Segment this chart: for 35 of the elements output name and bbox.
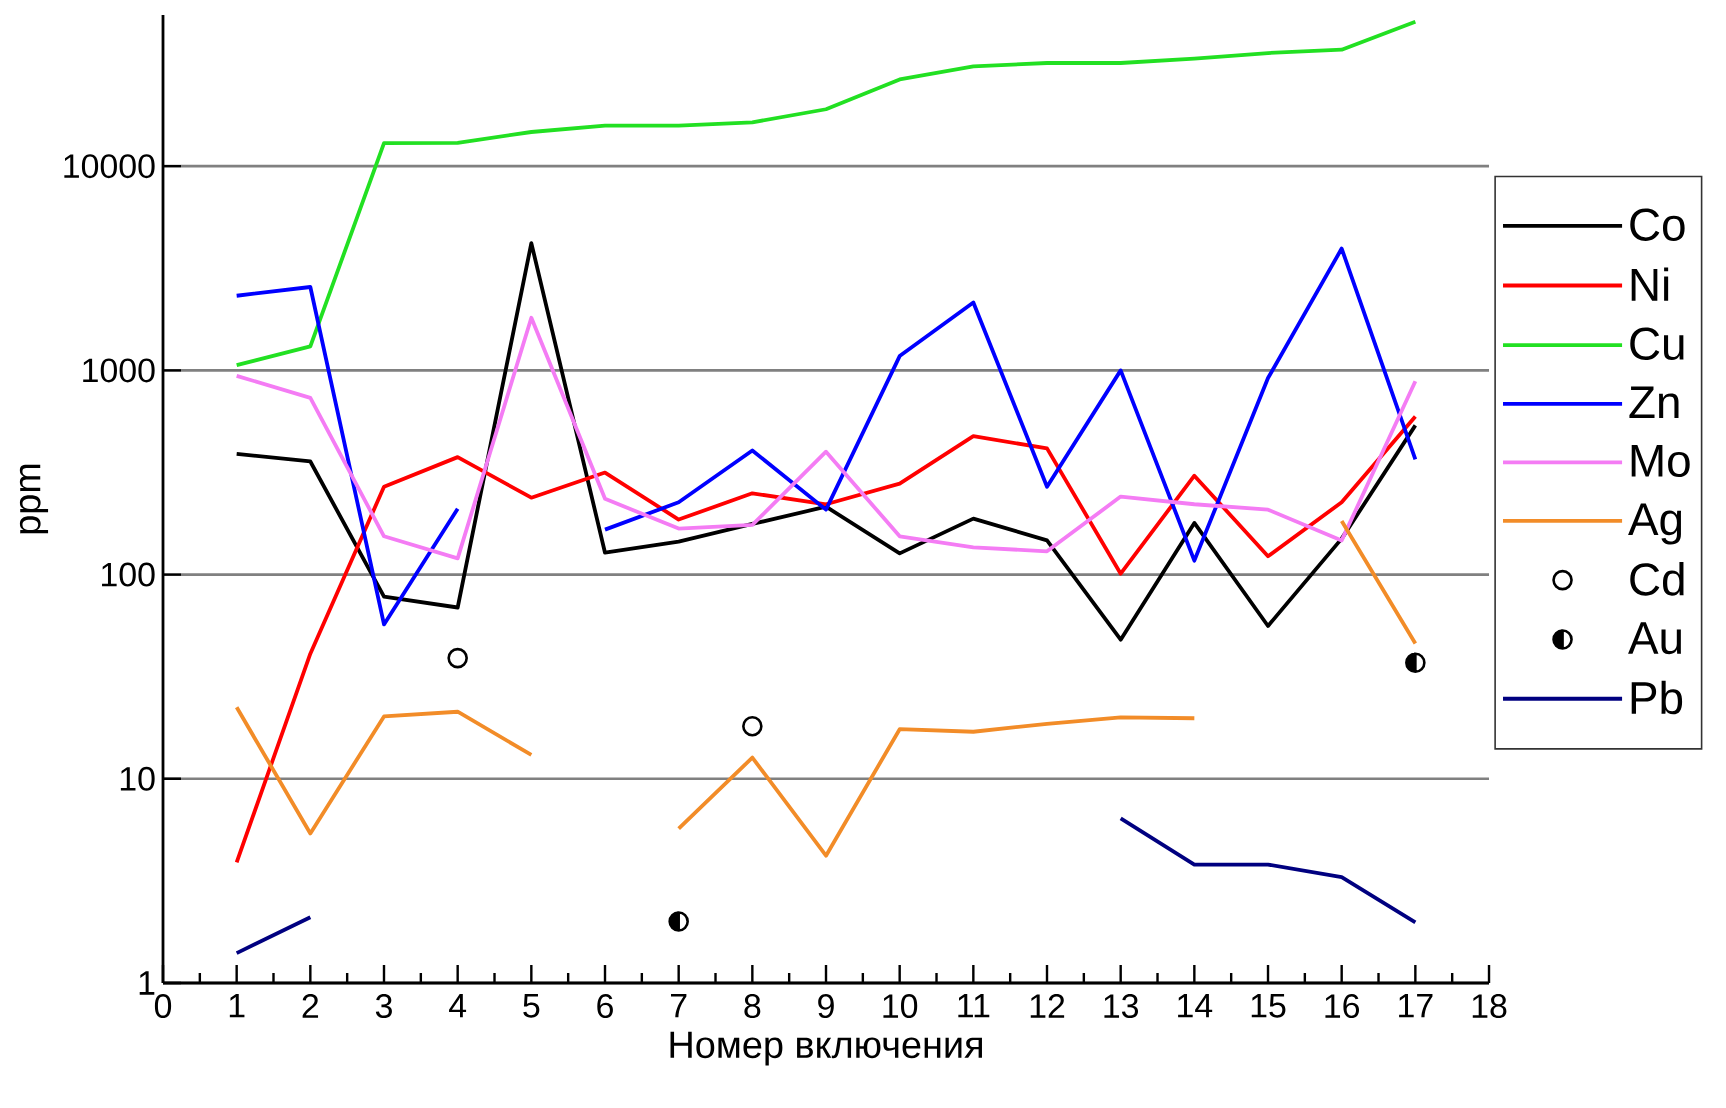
y-tick-label: 10000 [64,154,155,179]
legend-label: Mo [1631,445,1690,477]
y-tick-label: 1 [139,971,155,995]
legend-label: Co [1630,208,1685,241]
x-tick-label: 5 [523,994,540,1018]
x-tick-label: 4 [449,994,467,1018]
x-tick-label: 9 [818,994,834,1019]
y-tick-label: 1000 [83,358,155,383]
x-tick-label: 18 [1472,994,1507,1019]
x-tick-label: 6 [597,994,613,1019]
x-tick-label: 15 [1251,994,1286,1018]
legend-label: Pb [1631,680,1683,715]
x-tick-label: 8 [744,994,761,1019]
x-tick-label: 1 [229,994,245,1018]
x-tick-label: 10 [883,994,918,1019]
y-tick-label: 100 [102,562,155,587]
y-tick-label: 10 [120,766,155,791]
x-tick-label: 13 [1104,994,1139,1019]
x-tick-label: 3 [375,994,392,1019]
x-tick-label: 16 [1325,994,1360,1019]
x-axis-title: Номер включения [670,1031,982,1066]
legend-label: Ni [1631,267,1669,301]
x-tick-label: 7 [671,994,687,1018]
legend-label: Cd [1630,562,1684,596]
x-tick-label: 2 [302,994,319,1018]
legend-label: Au [1628,622,1681,655]
x-tick-label: 11 [958,994,990,1018]
legend-label: Zn [1629,386,1679,419]
legend-label: Cu [1630,327,1684,361]
y-axis-title: ppm [19,464,49,534]
x-tick-label: 12 [1030,994,1065,1018]
legend-label: Ag [1628,503,1682,545]
x-tick-label: 17 [1399,994,1433,1018]
x-tick-label: 14 [1178,994,1213,1018]
x-tick-label: 0 [154,994,172,1019]
